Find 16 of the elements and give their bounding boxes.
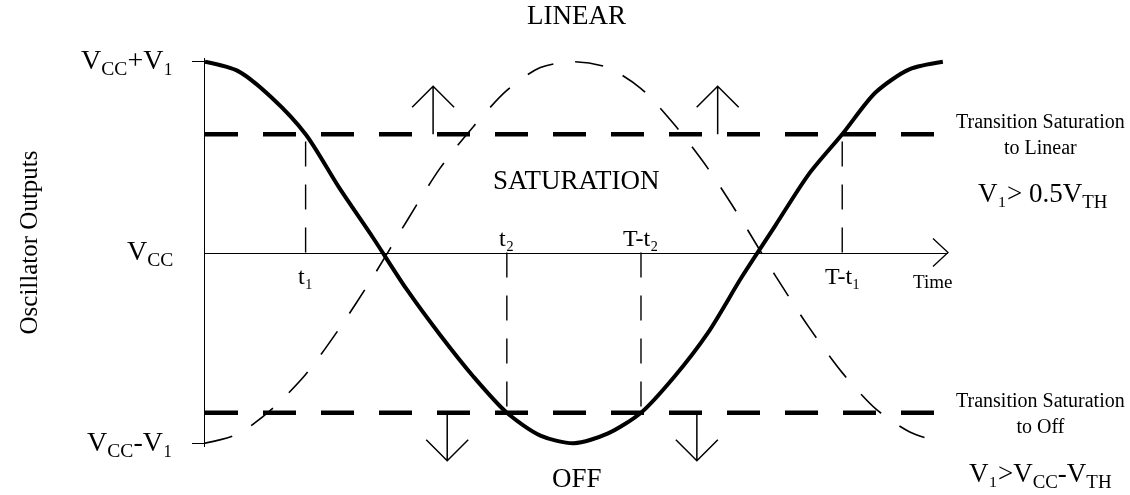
x-tick-label: t₂ <box>499 225 515 251</box>
x-tick-label: T-t₁ <box>825 263 861 289</box>
text: LINEAR <box>527 0 626 30</box>
text: V$_{CC}$+V₁ <box>81 44 174 79</box>
ref-line-label: Transition Saturation to Off <box>956 389 1125 437</box>
text: Oscillator Outputs <box>14 150 42 335</box>
x-tick-label: t₁ <box>298 263 314 289</box>
x-axis-title: Time <box>913 271 953 292</box>
text: V₁> 0.5V$_{TH}$ <box>978 178 1108 212</box>
text: V$_{CC}$-V₁ <box>87 426 173 461</box>
text: V₁>V$_{CC}$-V$_{TH}$ <box>969 458 1112 492</box>
text: OFF <box>552 463 602 493</box>
annotation: SATURATION <box>493 165 660 195</box>
x-tick-label: T-t₂ <box>623 225 659 251</box>
ref-line-label: Transition Saturation to Linear <box>956 110 1125 158</box>
text: V$_{CC}$ <box>127 235 174 270</box>
